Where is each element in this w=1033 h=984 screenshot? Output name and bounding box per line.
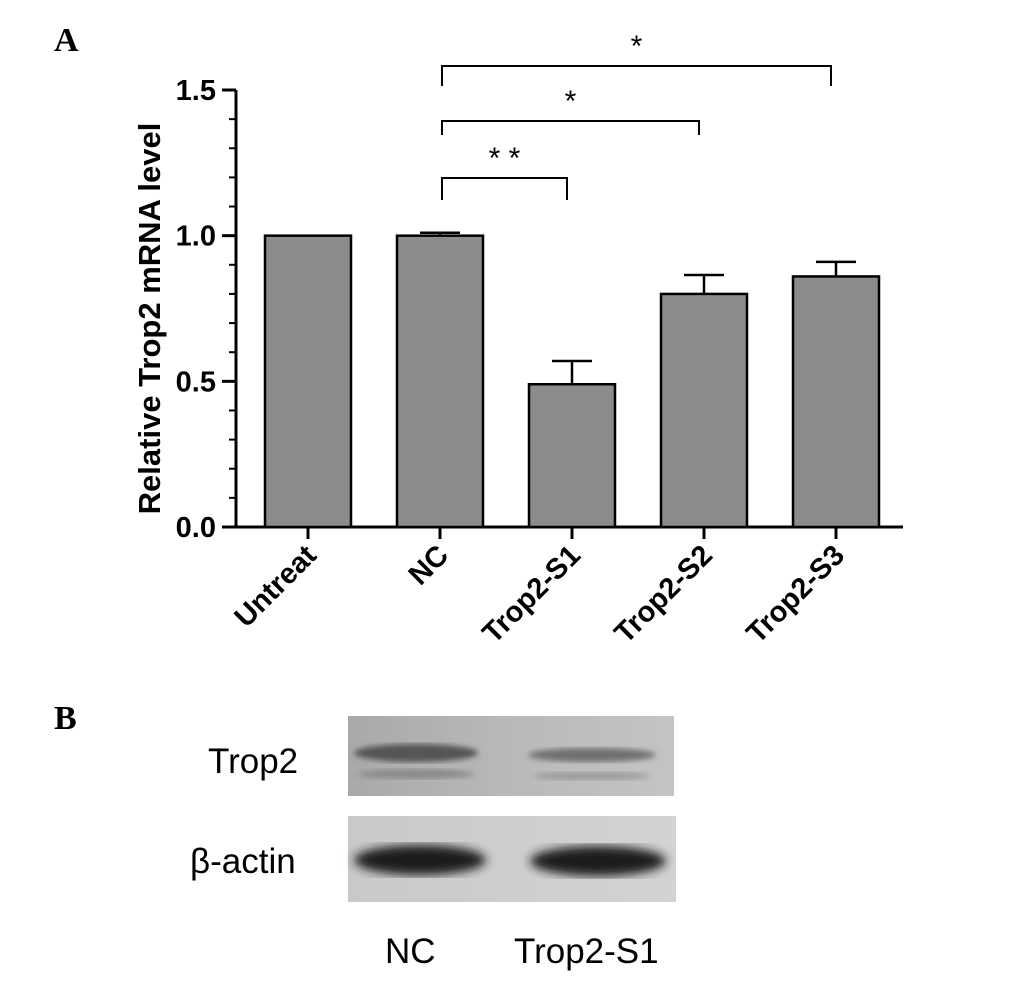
y-tick-label: 1.0 — [176, 221, 216, 253]
lane-label-nc: NC — [385, 932, 436, 971]
bar — [395, 234, 485, 529]
y-tick-label: 1.5 — [176, 75, 216, 107]
significance-label: * — [631, 30, 643, 63]
panel-a-label: A — [54, 22, 79, 59]
significance-label: * * — [489, 142, 521, 175]
y-tick-label: 0.0 — [176, 512, 216, 544]
x-tick-label: Trop2-S3 — [741, 539, 851, 649]
significance-bracket — [441, 65, 832, 86]
y-axis-label: Relative Trop2 mRNA level — [132, 123, 167, 515]
y-tick-label: 0.5 — [176, 366, 216, 398]
bar-chart: 0.0 0.5 1.0 1.5 Relative Trop2 mRNA level Unt… — [132, 30, 903, 650]
x-tick-label: Trop2-S1 — [477, 539, 587, 649]
bar — [791, 275, 881, 529]
blot-row-label-actin: β-actin — [190, 842, 296, 881]
lane-label-trop2-s1: Trop2-S1 — [514, 932, 659, 971]
x-tick-label: Untreat — [229, 539, 324, 634]
significance-label: * — [565, 85, 577, 118]
blot-actin-image — [348, 816, 676, 902]
bar — [659, 292, 749, 529]
bar — [527, 382, 617, 529]
x-tick-label: NC — [403, 539, 455, 591]
significance-bracket — [441, 177, 568, 200]
blot-row-label-trop2: Trop2 — [208, 742, 299, 781]
panel-b-label: B — [54, 700, 77, 737]
bar — [263, 234, 353, 529]
significance-bracket — [441, 120, 700, 135]
x-tick-label: Trop2-S2 — [609, 539, 719, 649]
blot-trop2-image — [348, 716, 674, 796]
